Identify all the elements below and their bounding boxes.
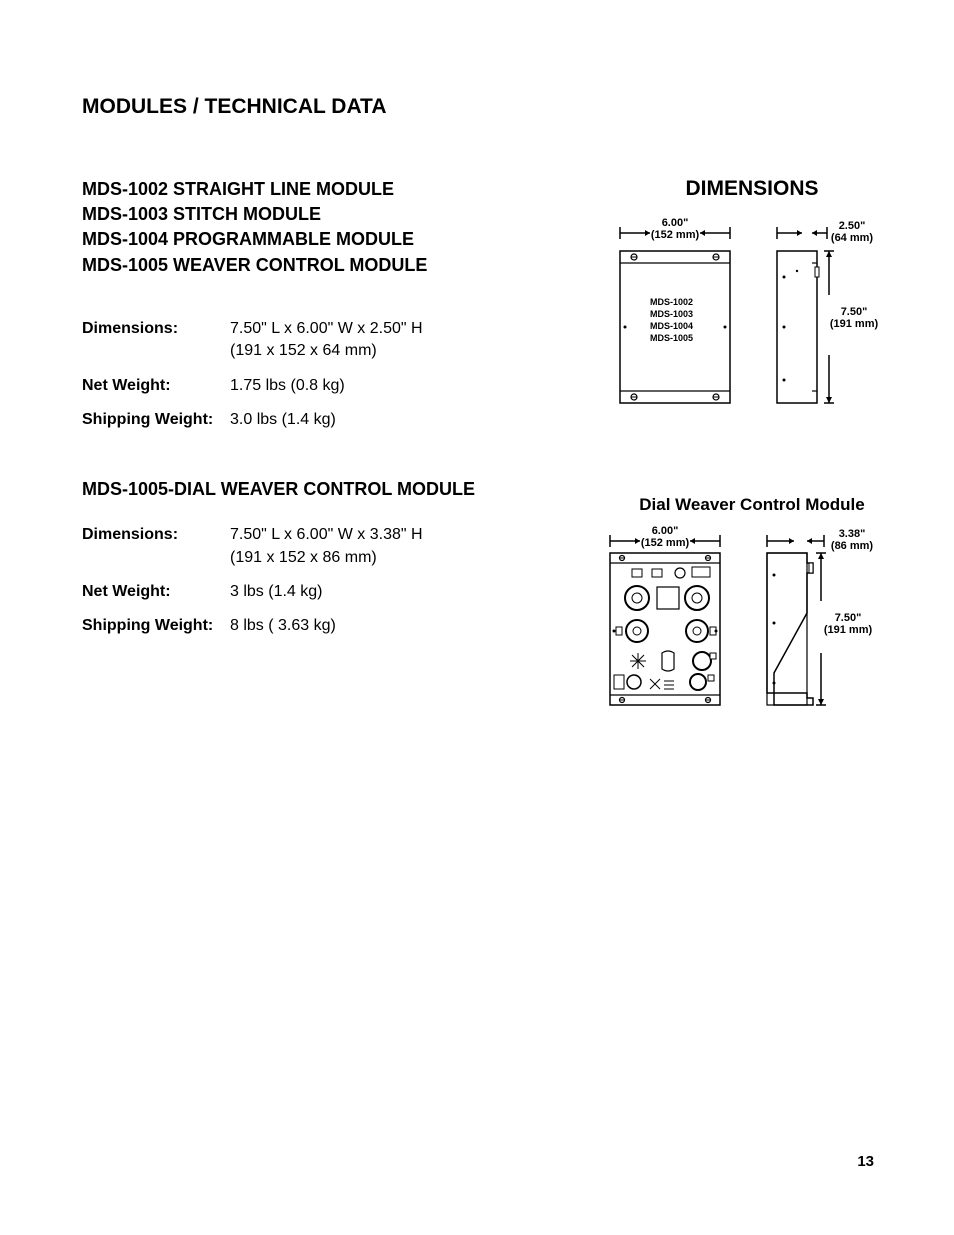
spec-table-1: Dimensions: 7.50" L x 6.00" W x 2.50" H … bbox=[82, 318, 562, 432]
dim-depth: 3.38" bbox=[839, 528, 866, 540]
spec-value: 1.75 lbs (0.8 kg) bbox=[230, 375, 562, 397]
diagram-1: 6.00" (152 mm) bbox=[602, 215, 902, 415]
dim-height-mm: (191 mm) bbox=[830, 318, 879, 330]
dim-depth-mm: (64 mm) bbox=[831, 232, 874, 244]
page-title: MODULES / TECHNICAL DATA bbox=[82, 95, 874, 119]
dim-width: 6.00" bbox=[662, 217, 689, 229]
page-number: 13 bbox=[857, 1153, 874, 1170]
mod-label: MDS-1004 bbox=[650, 321, 693, 331]
mod-label: MDS-1002 bbox=[650, 297, 693, 307]
spec-value: 8 lbs ( 3.63 kg) bbox=[230, 615, 562, 637]
spec-label: Net Weight: bbox=[82, 375, 230, 397]
spec-value: 3 lbs (1.4 kg) bbox=[230, 581, 562, 603]
mod-label: MDS-1003 bbox=[650, 309, 693, 319]
spec-value: (191 x 152 x 64 mm) bbox=[230, 340, 562, 362]
spec-label: Shipping Weight: bbox=[82, 615, 230, 637]
module-item: MDS-1005 WEAVER CONTROL MODULE bbox=[82, 253, 562, 278]
module-item: MDS-1004 PROGRAMMABLE MODULE bbox=[82, 227, 562, 252]
module-item: MDS-1003 STITCH MODULE bbox=[82, 202, 562, 227]
spec-value: 7.50" L x 6.00" W x 3.38" H bbox=[230, 524, 562, 546]
diagram-2-heading: Dial Weaver Control Module bbox=[602, 495, 902, 515]
mod-label: MDS-1005 bbox=[650, 333, 693, 343]
spec-value: 7.50" L x 6.00" W x 2.50" H bbox=[230, 318, 562, 340]
dimensions-heading: DIMENSIONS bbox=[602, 177, 902, 201]
diagram-2: 6.00" (152 mm) bbox=[602, 523, 902, 713]
spec-label: Dimensions: bbox=[82, 524, 230, 569]
dim-height: 7.50" bbox=[841, 306, 868, 318]
dim-depth-mm: (86 mm) bbox=[831, 540, 874, 552]
section-2-title: MDS-1005-DIAL WEAVER CONTROL MODULE bbox=[82, 479, 562, 500]
spec-table-2: Dimensions: 7.50" L x 6.00" W x 3.38" H … bbox=[82, 524, 562, 638]
dim-width-mm: (152 mm) bbox=[651, 229, 700, 241]
dim-width: 6.00" bbox=[652, 525, 679, 537]
spec-label: Net Weight: bbox=[82, 581, 230, 603]
dim-depth: 2.50" bbox=[839, 220, 866, 232]
spec-label: Shipping Weight: bbox=[82, 409, 230, 431]
spec-label: Dimensions: bbox=[82, 318, 230, 363]
dim-height: 7.50" bbox=[835, 612, 862, 624]
dim-width-mm: (152 mm) bbox=[641, 537, 690, 549]
module-list: MDS-1002 STRAIGHT LINE MODULE MDS-1003 S… bbox=[82, 177, 562, 278]
dim-height-mm: (191 mm) bbox=[824, 624, 873, 636]
spec-value: 3.0 lbs (1.4 kg) bbox=[230, 409, 562, 431]
spec-value: (191 x 152 x 86 mm) bbox=[230, 547, 562, 569]
module-item: MDS-1002 STRAIGHT LINE MODULE bbox=[82, 177, 562, 202]
